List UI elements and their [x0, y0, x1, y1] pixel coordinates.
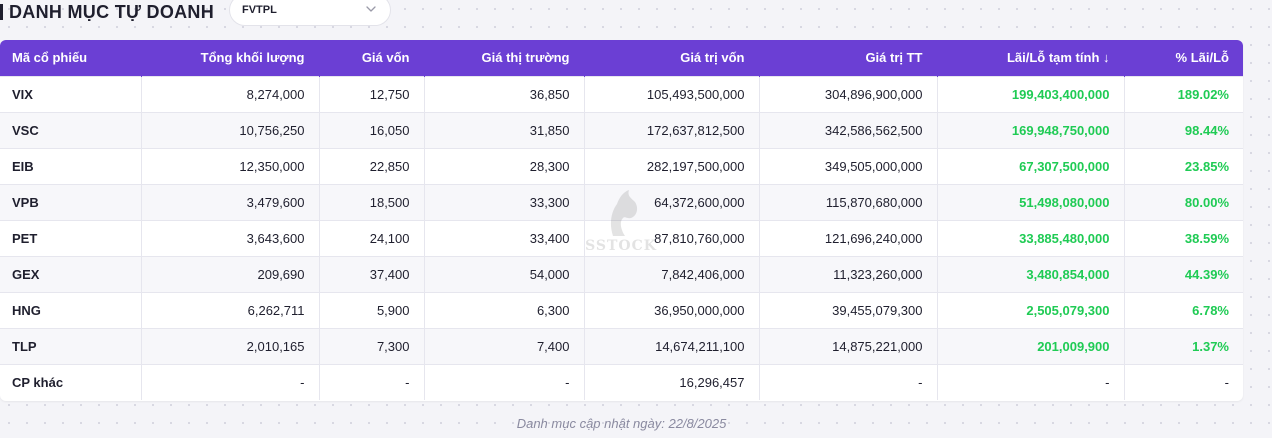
total-volume-cell: 3,643,600: [141, 220, 320, 256]
title-accent-bar: [0, 4, 3, 20]
table-row[interactable]: VIX 8,274,000 12,750 36,850 105,493,500,000 3…: [0, 76, 1243, 112]
market-value-cell: 115,870,680,000: [759, 184, 938, 220]
ticker-cell: VIX: [0, 76, 142, 112]
market-value-cell: 304,896,900,000: [759, 76, 938, 112]
market-price-cell: 31,850: [424, 112, 585, 148]
profit-loss-cell: 2,505,079,300: [937, 292, 1125, 328]
ticker-cell: PET: [0, 220, 142, 256]
profit-loss-cell: 33,885,480,000: [937, 220, 1125, 256]
ticker-cell: HNG: [0, 292, 142, 328]
market-price-cell: 54,000: [424, 256, 585, 292]
cost-price-cell: 24,100: [319, 220, 425, 256]
total-volume-cell: 10,756,250: [141, 112, 320, 148]
total-volume-cell: 209,690: [141, 256, 320, 292]
cost-value-cell: 36,950,000,000: [584, 292, 760, 328]
page-header: DANH MỤC TỰ DOANH: [0, 0, 400, 24]
market-value-cell: 349,505,000,000: [759, 148, 938, 184]
cost-value-cell: 16,296,457: [584, 364, 760, 400]
last-updated-note: Danh mục cập nhật ngày: 22/8/2025: [516, 416, 727, 431]
cost-price-cell: 12,750: [319, 76, 425, 112]
table-row[interactable]: HNG 6,262,711 5,900 6,300 36,950,000,000 39,4…: [0, 292, 1243, 328]
profit-loss-cell: 201,009,900: [937, 328, 1125, 364]
column-header-cost-price[interactable]: Giá vốn: [319, 40, 425, 76]
fund-type-select-value: FVTPL: [242, 4, 277, 16]
profit-loss-cell: 3,480,854,000: [937, 256, 1125, 292]
market-value-cell: 39,455,079,300: [759, 292, 938, 328]
cost-price-cell: 18,500: [319, 184, 425, 220]
total-volume-cell: 8,274,000: [141, 76, 320, 112]
column-header-market-price[interactable]: Giá thị trường: [424, 40, 585, 76]
fund-type-select[interactable]: FVTPL: [229, 0, 391, 26]
profit-loss-percent-cell: 80.00%: [1184, 194, 1229, 210]
profit-loss-cell: 199,403,400,000: [937, 76, 1125, 112]
market-value-cell: 14,875,221,000: [759, 328, 938, 364]
column-header-profit-loss[interactable]: Lãi/Lỗ tạm tính ↓: [937, 40, 1125, 76]
table-row[interactable]: VSC 10,756,250 16,050 31,850 172,637,812,500…: [0, 112, 1243, 148]
ticker-cell: VPB: [0, 184, 142, 220]
cost-price-cell: 5,900: [319, 292, 425, 328]
total-volume-cell: 3,479,600: [141, 184, 320, 220]
profit-loss-percent-cell: 98.44%: [1184, 122, 1229, 138]
ticker-cell: EIB: [0, 148, 142, 184]
column-header-profit-loss-percent[interactable]: % Lãi/Lỗ: [1175, 50, 1229, 66]
profit-loss-cell: 51,498,080,000: [937, 184, 1125, 220]
column-header-total-volume[interactable]: Tổng khối lượng: [141, 40, 320, 76]
ticker-cell: VSC: [0, 112, 142, 148]
market-price-cell: -: [424, 364, 585, 400]
cost-value-cell: 7,842,406,000: [584, 256, 760, 292]
ticker-cell: GEX: [0, 256, 142, 292]
cost-value-cell: 14,674,211,100: [584, 328, 760, 364]
profit-loss-percent-cell: 6.78%: [1192, 302, 1229, 318]
table-row[interactable]: GEX 209,690 37,400 54,000 7,842,406,000 11,32…: [0, 256, 1243, 292]
cost-price-cell: -: [319, 364, 425, 400]
market-price-cell: 7,400: [424, 328, 585, 364]
profit-loss-percent-cell: 23.85%: [1184, 158, 1229, 174]
profit-loss-percent-cell: 38.59%: [1184, 230, 1229, 246]
market-price-cell: 33,400: [424, 220, 585, 256]
market-price-cell: 33,300: [424, 184, 585, 220]
profit-loss-cell: 169,948,750,000: [937, 112, 1125, 148]
market-price-cell: 28,300: [424, 148, 585, 184]
table-row[interactable]: VPB 3,479,600 18,500 33,300 64,372,600,000 11…: [0, 184, 1243, 220]
market-value-cell: 121,696,240,000: [759, 220, 938, 256]
cost-price-cell: 37,400: [319, 256, 425, 292]
table-header-row: Mã cổ phiếu Tổng khối lượng Giá vốn Giá …: [0, 40, 1243, 76]
market-price-cell: 6,300: [424, 292, 585, 328]
page-title: DANH MỤC TỰ DOANH: [9, 1, 215, 22]
market-value-cell: -: [759, 364, 938, 400]
cost-value-cell: 64,372,600,000: [584, 184, 760, 220]
table-row[interactable]: EIB 12,350,000 22,850 28,300 282,197,500,000…: [0, 148, 1243, 184]
cost-value-cell: 87,810,760,000: [584, 220, 760, 256]
ticker-cell: TLP: [0, 328, 142, 364]
cost-price-cell: 22,850: [319, 148, 425, 184]
market-price-cell: 36,850: [424, 76, 585, 112]
portfolio-table: Mã cổ phiếu Tổng khối lượng Giá vốn Giá …: [0, 40, 1243, 401]
market-value-cell: 342,586,562,500: [759, 112, 938, 148]
cost-price-cell: 16,050: [319, 112, 425, 148]
cost-value-cell: 105,493,500,000: [584, 76, 760, 112]
profit-loss-percent-cell: -: [1224, 374, 1229, 390]
cost-value-cell: 282,197,500,000: [584, 148, 760, 184]
table-row[interactable]: PET 3,643,600 24,100 33,400 87,810,760,000 12…: [0, 220, 1243, 256]
profit-loss-cell: 67,307,500,000: [937, 148, 1125, 184]
column-header-market-value[interactable]: Giá trị TT: [759, 40, 938, 76]
cost-value-cell: 172,637,812,500: [584, 112, 760, 148]
table-row[interactable]: TLP 2,010,165 7,300 7,400 14,674,211,100 14,8…: [0, 328, 1243, 364]
ticker-cell: CP khác: [0, 364, 142, 400]
total-volume-cell: 2,010,165: [141, 328, 320, 364]
profit-loss-cell: -: [937, 364, 1125, 400]
table-row[interactable]: CP khác - - -16,296,457- - -: [0, 364, 1243, 400]
market-value-cell: 11,323,260,000: [759, 256, 938, 292]
cost-price-cell: 7,300: [319, 328, 425, 364]
column-header-cost-value[interactable]: Giá trị vốn: [584, 40, 760, 76]
total-volume-cell: 6,262,711: [141, 292, 320, 328]
column-header-ticker[interactable]: Mã cổ phiếu: [0, 40, 142, 76]
chevron-down-icon: [366, 6, 376, 12]
profit-loss-percent-cell: 44.39%: [1184, 266, 1229, 282]
profit-loss-percent-cell: 1.37%: [1192, 338, 1229, 354]
profit-loss-percent-cell: 189.02%: [1177, 86, 1229, 102]
total-volume-cell: 12,350,000: [141, 148, 320, 184]
total-volume-cell: -: [141, 364, 320, 400]
